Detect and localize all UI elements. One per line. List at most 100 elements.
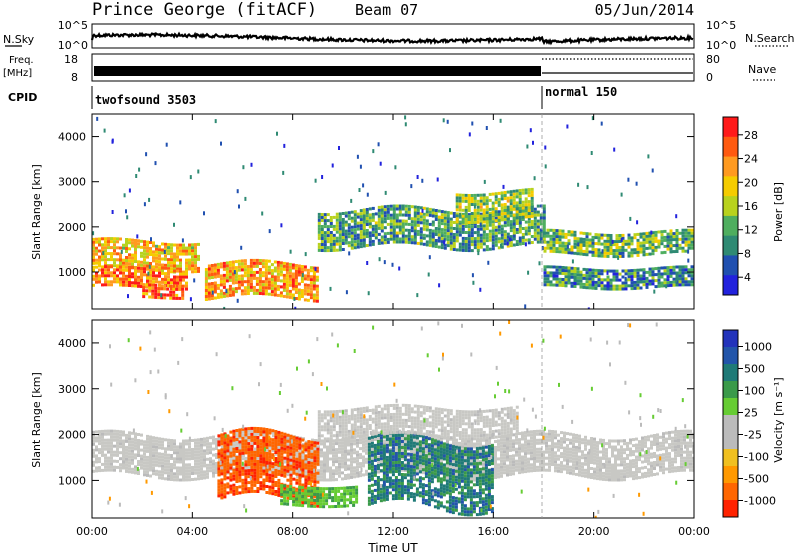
velocity-cell (344, 447, 347, 450)
power-cell (515, 189, 519, 193)
power-cell (621, 239, 625, 243)
power-cell (612, 284, 616, 288)
velocity-cell (449, 464, 452, 468)
power-cell (672, 238, 676, 242)
velocity-cell (608, 460, 611, 464)
power-cell (273, 269, 277, 273)
velocity-cell (644, 474, 647, 478)
power-cell (149, 267, 152, 271)
velocity-cell (401, 447, 404, 451)
velocity-cell (548, 429, 551, 433)
velocity-cell (164, 453, 167, 457)
velocity-cell (635, 437, 638, 441)
power-cell (468, 132, 471, 137)
power-cell (191, 270, 194, 274)
power-cell (306, 271, 310, 275)
power-cell (633, 236, 637, 240)
power-cell (611, 239, 614, 244)
power-cell (587, 307, 590, 309)
power-cell (113, 246, 116, 250)
velocity-cell (149, 450, 152, 454)
power-cell (663, 269, 667, 273)
power-cell (368, 219, 372, 223)
velocity-cell (554, 436, 557, 440)
power-cell (380, 214, 384, 218)
velocity-cell (98, 442, 101, 446)
power-cell (380, 211, 384, 215)
velocity-cell (557, 433, 560, 437)
power-cell (491, 201, 495, 205)
power-cell (527, 206, 531, 210)
power-cell (425, 240, 429, 244)
power-cell (648, 267, 652, 271)
power-cell (282, 261, 286, 265)
power-cell (555, 247, 559, 251)
velocity-cell (422, 444, 425, 448)
power-cell (291, 281, 295, 285)
velocity-cell (155, 460, 158, 464)
power-cell (518, 236, 522, 240)
velocity-cell (110, 438, 113, 442)
velocity-cell (341, 477, 344, 481)
power-cell (555, 235, 559, 239)
velocity-cell (602, 444, 605, 448)
power-cell (101, 274, 104, 278)
velocity-cell (92, 460, 95, 464)
power-cell (125, 265, 128, 269)
power-cell (185, 269, 188, 273)
velocity-cell (428, 454, 431, 458)
velocity-cell (137, 445, 140, 448)
power-cell (356, 212, 360, 216)
power-cell (264, 292, 268, 296)
velocity-cell (329, 466, 332, 470)
power-cell (315, 293, 319, 297)
power-cell (194, 246, 197, 250)
power-cell (148, 197, 151, 202)
power-cell (312, 278, 316, 282)
velocity-cell (599, 471, 602, 475)
power-cell (107, 271, 110, 275)
velocity-cell (329, 478, 332, 482)
velocity-cell (632, 438, 635, 442)
power-cell (255, 291, 259, 295)
power-cell (170, 252, 173, 256)
velocity-cell (113, 459, 116, 463)
velocity-cell (119, 466, 122, 470)
velocity-cell (572, 457, 575, 461)
velocity-cell (569, 447, 572, 451)
power-cell (570, 281, 574, 285)
power-cell (464, 205, 468, 209)
velocity-cell (551, 454, 554, 457)
power-cell (672, 280, 676, 284)
velocity-cell (464, 439, 467, 443)
power-cell (633, 251, 637, 255)
power-cell (350, 234, 354, 238)
power-cell (654, 230, 658, 234)
velocity-cell (344, 453, 347, 456)
power-cell (597, 251, 601, 255)
velocity-cell (509, 469, 512, 473)
power-cell (383, 260, 386, 265)
power-cell (95, 246, 98, 250)
power-cell (338, 146, 340, 150)
power-cell (111, 210, 114, 214)
power-cell (482, 196, 486, 200)
velocity-cell (131, 455, 134, 459)
power-cell (228, 284, 232, 288)
velocity-cell (539, 468, 542, 472)
power-cell (122, 277, 125, 281)
power-cell (323, 222, 327, 226)
power-cell (476, 205, 480, 209)
power-cell (234, 290, 238, 294)
power-cell (588, 232, 592, 236)
power-cell (449, 229, 453, 233)
power-cell (151, 289, 155, 293)
power-cell (291, 272, 295, 276)
velocity-cell (137, 454, 140, 457)
velocity-data-layer (92, 320, 694, 518)
power-cell (536, 231, 540, 235)
velocity-cell (536, 456, 539, 460)
power-cell (621, 233, 625, 237)
power-cell (151, 292, 155, 296)
power-cell (467, 194, 471, 197)
